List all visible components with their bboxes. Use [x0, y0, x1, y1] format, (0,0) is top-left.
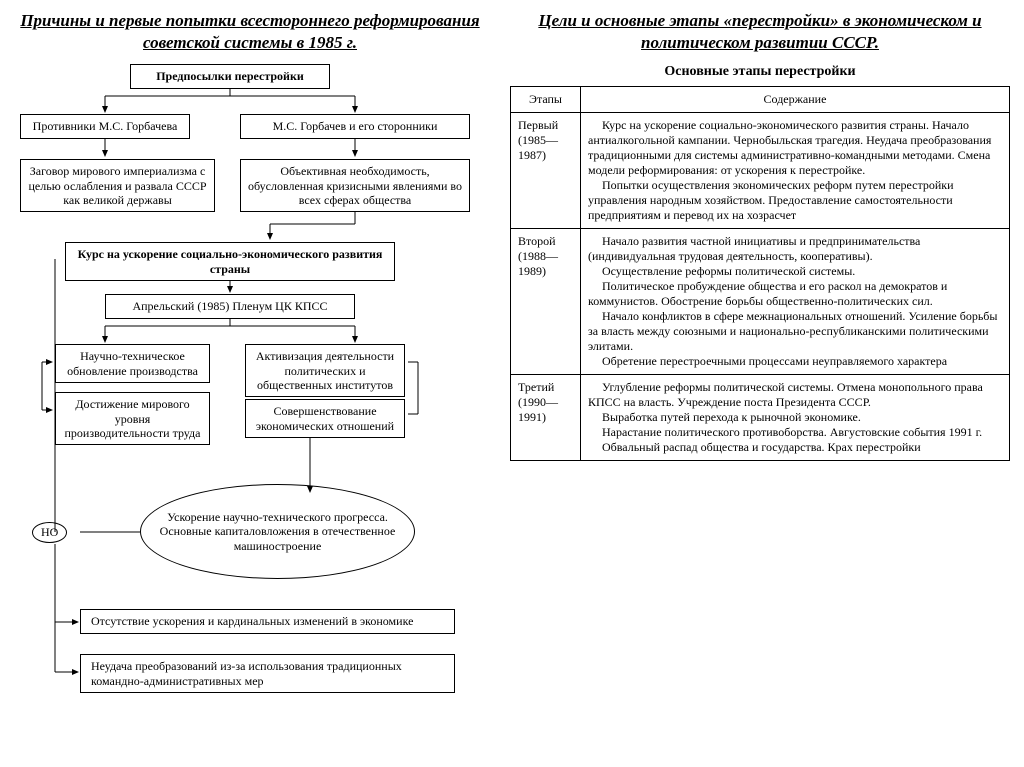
stages-table: Этапы Содержание Первый (1985—1987)Курс …	[510, 86, 1010, 461]
content-paragraph: Обретение перестроечными процессами неуп…	[588, 354, 1002, 369]
box-l1: Научно-техническое обновление производст…	[55, 344, 210, 383]
left-column: Причины и первые попытки всестороннего р…	[10, 10, 490, 744]
box-r2: Совершенствование экономических отношени…	[245, 399, 405, 438]
table-header-row: Этапы Содержание	[511, 87, 1010, 113]
table-title: Основные этапы перестройки	[510, 64, 1010, 80]
cell-stage: Второй (1988—1989)	[511, 229, 581, 375]
table-row: Первый (1985—1987)Курс на ускорение соци…	[511, 113, 1010, 229]
table-body: Первый (1985—1987)Курс на ускорение соци…	[511, 113, 1010, 461]
cell-stage: Третий (1990—1991)	[511, 375, 581, 461]
table-row: Третий (1990—1991)Углубление реформы пол…	[511, 375, 1010, 461]
content-paragraph: Нарастание политического противоборства.…	[588, 425, 1002, 440]
flowchart: Предпосылки перестройки Противники М.С. …	[10, 64, 490, 744]
th-content: Содержание	[581, 87, 1010, 113]
cell-content: Начало развития частной инициативы и пре…	[581, 229, 1010, 375]
box-l2: Достижение мирового уровня производитель…	[55, 392, 210, 445]
content-paragraph: Углубление реформы политической системы.…	[588, 380, 1002, 410]
content-paragraph: Обвальный распад общества и государства.…	[588, 440, 1002, 455]
content-paragraph: Курс на ускорение социально-экономическо…	[588, 118, 1002, 178]
box-sup-desc: Объективная необходимость, обусловленная…	[240, 159, 470, 212]
box-opponents: Противники М.С. Горбачева	[20, 114, 190, 138]
box-opp-desc: Заговор мирового империализма с целью ос…	[20, 159, 215, 212]
cell-content: Курс на ускорение социально-экономическо…	[581, 113, 1010, 229]
box-supporters: М.С. Горбачев и его сторонники	[240, 114, 470, 138]
content-paragraph: Начало конфликтов в сфере межнациональны…	[588, 309, 1002, 354]
right-column: Цели и основные этапы «перестройки» в эк…	[510, 10, 1010, 744]
content-paragraph: Политическое пробуждение общества и его …	[588, 279, 1002, 309]
box-r1: Активизация деятельности политических и …	[245, 344, 405, 397]
right-title: Цели и основные этапы «перестройки» в эк…	[510, 10, 1010, 54]
box-root: Предпосылки перестройки	[130, 64, 330, 88]
cell-content: Углубление реформы политической системы.…	[581, 375, 1010, 461]
content-paragraph: Начало развития частной инициативы и пре…	[588, 234, 1002, 264]
ellipse-main: Ускорение научно-технического прогресса.…	[140, 484, 415, 579]
page-container: Причины и первые попытки всестороннего р…	[10, 10, 1014, 744]
th-stage: Этапы	[511, 87, 581, 113]
box-res2: Неудача преобразований из-за использован…	[80, 654, 455, 693]
content-paragraph: Выработка путей перехода к рыночной экон…	[588, 410, 1002, 425]
left-title: Причины и первые попытки всестороннего р…	[10, 10, 490, 54]
content-paragraph: Осуществление реформы политической систе…	[588, 264, 1002, 279]
table-row: Второй (1988—1989)Начало развития частно…	[511, 229, 1010, 375]
content-paragraph: Попытки осуществления экономических рефо…	[588, 178, 1002, 223]
box-course: Курс на ускорение социально-экономическо…	[65, 242, 395, 281]
cell-stage: Первый (1985—1987)	[511, 113, 581, 229]
box-res1: Отсутствие ускорения и кардинальных изме…	[80, 609, 455, 633]
box-plenum: Апрельский (1985) Пленум ЦК КПСС	[105, 294, 355, 318]
ellipse-no: НО	[32, 522, 67, 543]
